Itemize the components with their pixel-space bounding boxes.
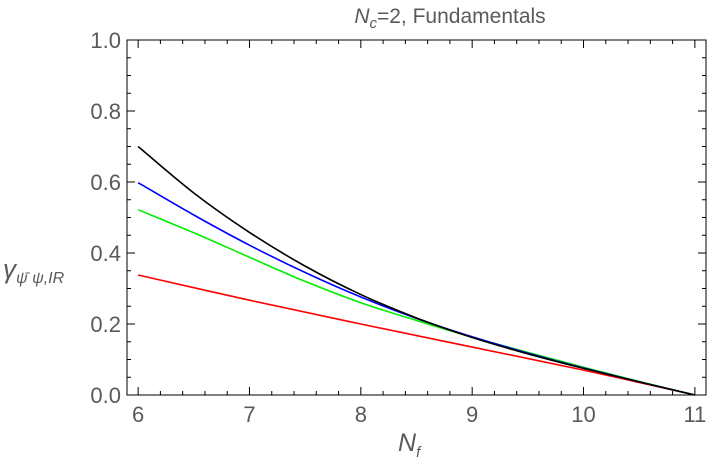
series-black-line [137, 145, 696, 396]
y-tick-label-2: 0.4 [90, 241, 121, 266]
y-axis-label: γψ̄ ψ,IR [3, 254, 65, 287]
x-tick-label-0: 6 [132, 402, 144, 427]
x-tick-label-1: 7 [243, 402, 255, 427]
x-tick-label-4: 10 [571, 402, 595, 427]
y-tick-label-4: 0.8 [90, 99, 121, 124]
title-rest: =2, Fundamentals [377, 5, 546, 28]
x-tick-label-3: 9 [466, 402, 478, 427]
series-green-line [137, 208, 696, 396]
axis-tick-labels: 6 7 8 9 10 11 0.0 0.2 0.4 0.6 0.8 1.0 [90, 28, 706, 427]
axis-ticks [127, 39, 706, 396]
series-red-line [137, 274, 696, 396]
x-label-subscript: f [416, 444, 422, 461]
x-label-n: N [398, 429, 417, 457]
x-tick-label-2: 8 [355, 402, 367, 427]
y-label-gamma: γ [3, 254, 18, 284]
y-label-subscript: ψ̄ ψ,IR [16, 270, 65, 287]
series-blue-line [137, 182, 696, 396]
x-axis-label: Nf [398, 429, 422, 461]
series-group [137, 145, 696, 396]
y-tick-label-3: 0.6 [90, 170, 121, 195]
x-tick-label-5: 11 [683, 402, 706, 427]
title-n: N [354, 5, 370, 28]
chart-title: Nc=2, Fundamentals [354, 5, 545, 32]
title-subscript: c [369, 15, 377, 32]
y-tick-label-5: 1.0 [90, 28, 121, 53]
y-tick-label-0: 0.0 [90, 383, 121, 408]
y-tick-label-1: 0.2 [90, 312, 121, 337]
plot-frame [126, 39, 707, 396]
